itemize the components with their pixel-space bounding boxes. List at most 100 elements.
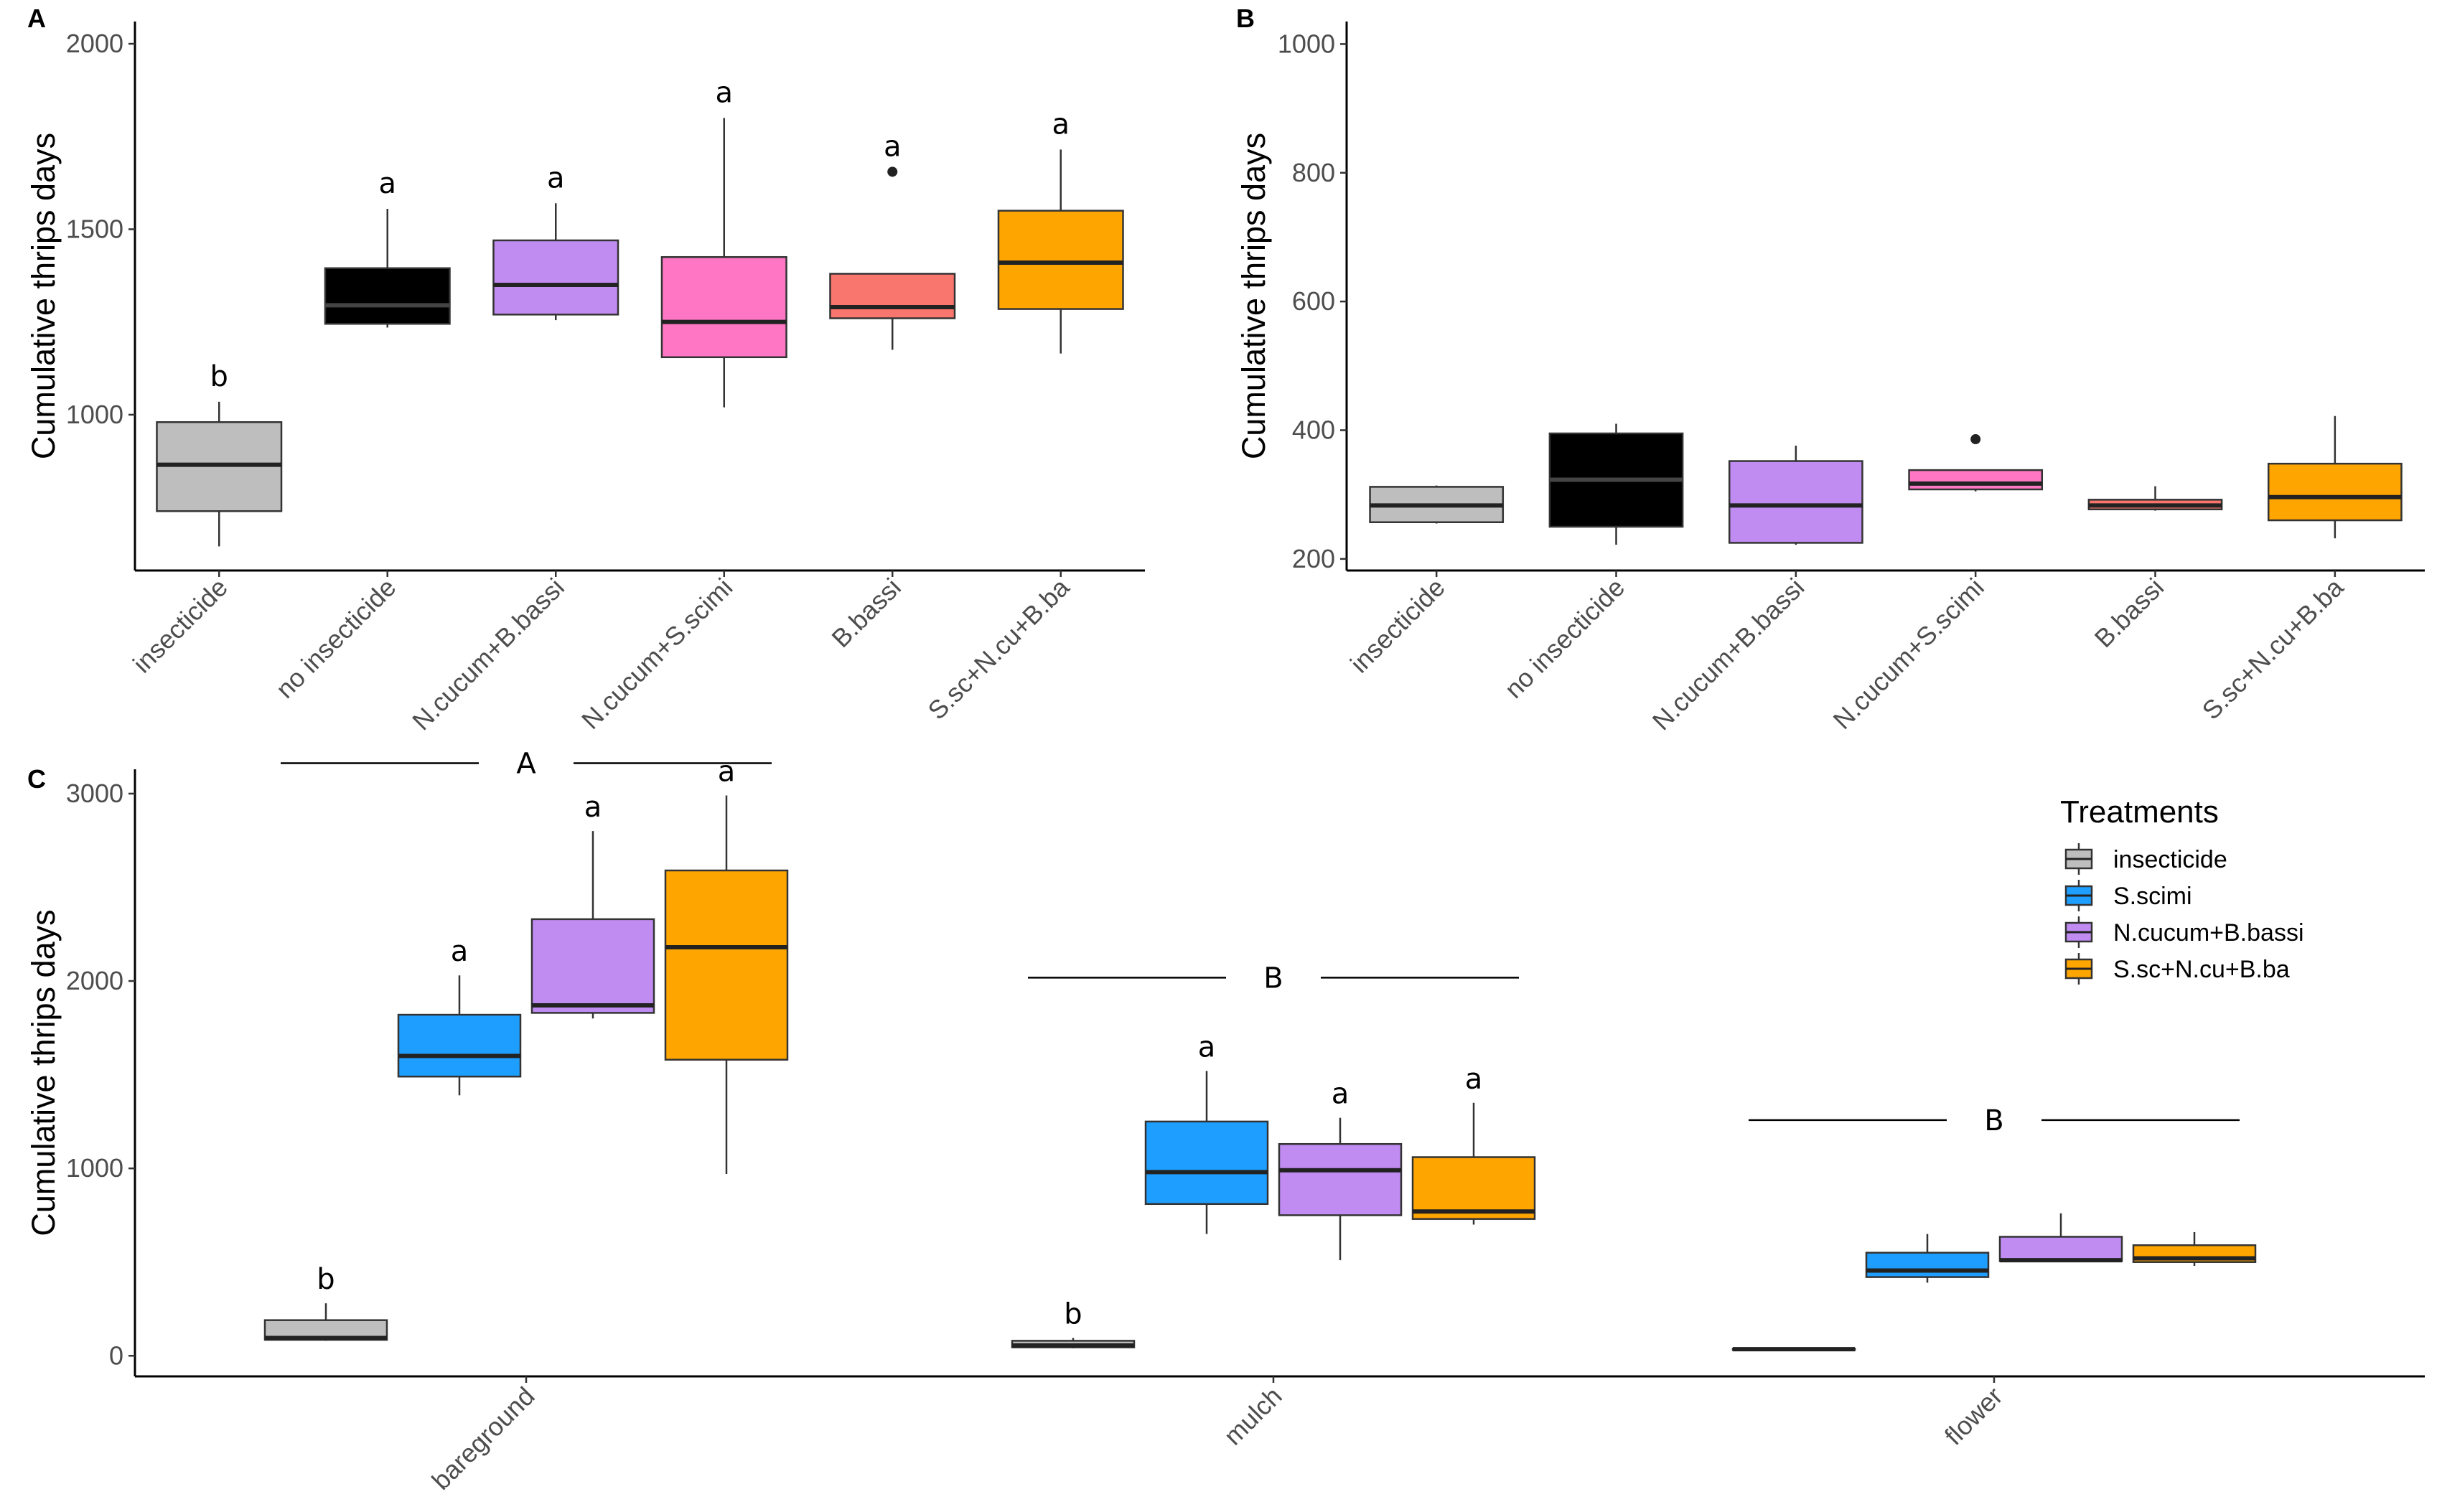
box-iqr — [664, 869, 789, 1061]
x-tick-label: no insecticide — [1499, 573, 1630, 704]
legend-item-s-scimi: S.scimi — [2064, 880, 2192, 911]
box-iqr — [1144, 1120, 1269, 1206]
y-tick-label: 2000 — [66, 966, 123, 995]
y-tick-label: 0 — [109, 1340, 123, 1370]
y-axis-title: Cumulative thrips days — [25, 133, 62, 459]
box-s-sc-n-cu-b-ba — [997, 149, 1124, 354]
significance-letter: a — [378, 167, 396, 200]
panel-b: B 200 400 600 800 1000 Cumulative thrips days i… — [1235, 4, 2425, 736]
x-tick-label: N.cucum+B.bassi — [1647, 573, 1810, 736]
y-axis-title: Cumulative thrips days — [1235, 133, 1272, 459]
significance-letter: a — [451, 935, 469, 968]
box-iqr — [1865, 1252, 1990, 1278]
box-no-insecticide — [1548, 423, 1684, 545]
box-no-insecticide — [324, 209, 451, 328]
panel-label: C — [27, 764, 46, 794]
box-insecticide — [156, 401, 283, 547]
box-iqr — [2267, 462, 2403, 522]
x-tick-label: insecticide — [1344, 573, 1451, 679]
significance-letter: b — [210, 360, 228, 393]
y-tick-label: 3000 — [66, 779, 123, 808]
significance-letter: a — [718, 756, 736, 789]
significance-letter: a — [1332, 1078, 1350, 1111]
box-mulch-s-sc-n-cu-b-ba — [1411, 1102, 1536, 1225]
panel-c: C 0 1000 2000 3000 Cumulative thrips days b a a a… — [25, 748, 2425, 1495]
legend-item-s-sc-n-cu-b-ba: S.sc+N.cu+B.ba — [2064, 953, 2290, 985]
legend-label: S.scimi — [2113, 883, 2192, 910]
legend-label: S.sc+N.cu+B.ba — [2113, 956, 2290, 983]
box-flower-n-cucum-b-bassi — [1998, 1213, 2123, 1263]
box-iqr — [660, 255, 787, 359]
box-iqr — [397, 1013, 522, 1078]
y-tick-label: 1000 — [1278, 29, 1335, 58]
panel-a: A 1000 1500 2000 Cumulative thrips days insec… — [25, 4, 1145, 736]
y-tick-label: 1000 — [66, 1153, 123, 1183]
box-n-cucum-b-bassi — [1728, 446, 1863, 545]
box-iqr — [1411, 1156, 1536, 1220]
y-tick-label: 2000 — [66, 29, 123, 58]
significance-letter: b — [317, 1263, 335, 1296]
significance-letter: a — [884, 130, 902, 163]
box-mulch-insecticide — [1011, 1338, 1136, 1348]
box-iqr — [324, 267, 451, 325]
box-bareground-s-sc-n-cu-b-ba — [664, 795, 789, 1174]
significance-letter: a — [1052, 108, 1070, 141]
box-n-cucum-s-scimi — [1908, 434, 2044, 492]
group-letter: A — [516, 748, 536, 781]
box-flower-s-sc-n-cu-b-ba — [2132, 1231, 2257, 1266]
y-tick-label: 800 — [1292, 158, 1335, 187]
group-letter: B — [1263, 962, 1283, 995]
legend-title: Treatments — [2060, 794, 2219, 830]
x-tick-label: B.bassi — [2089, 573, 2169, 653]
box-flower-s-scimi — [1865, 1234, 1990, 1283]
box-b-bassi — [829, 166, 956, 350]
box-n-cucum-s-scimi — [660, 118, 787, 408]
outlier-point — [887, 166, 898, 177]
y-tick-label: 1000 — [66, 400, 123, 429]
box-iqr — [997, 210, 1124, 310]
box-flower-insecticide — [1731, 1347, 1856, 1352]
box-n-cucum-b-bassi — [492, 203, 619, 321]
outlier-point — [1970, 434, 1981, 445]
legend-label: N.cucum+B.bassi — [2113, 919, 2304, 947]
box-insecticide — [1369, 485, 1505, 524]
box-iqr — [1908, 469, 2044, 491]
box-bareground-insecticide — [263, 1303, 388, 1341]
x-tick-label: insecticide — [127, 573, 233, 679]
box-iqr — [1278, 1142, 1403, 1216]
significance-letter: a — [584, 791, 602, 824]
legend: Treatments insecticide S.scimi N.cucum+B.ba… — [2060, 794, 2304, 985]
x-tick-label: N.cucum+B.bassi — [406, 573, 570, 736]
x-tick-label: bareground — [426, 1381, 540, 1495]
x-tick-label: no insecticide — [270, 573, 401, 704]
x-tick-label: B.bassi — [825, 573, 906, 653]
box-bareground-s-scimi — [397, 975, 522, 1096]
box-iqr — [1998, 1236, 2123, 1262]
box-b-bassi — [2087, 486, 2223, 511]
x-tick-label: N.cucum+S.scimi — [1828, 573, 1990, 735]
significance-letter: b — [1064, 1297, 1082, 1330]
box-iqr — [492, 239, 619, 316]
legend-label: insecticide — [2113, 846, 2227, 873]
panel-label: A — [27, 4, 46, 33]
x-tick-label: flower — [1939, 1381, 2008, 1451]
y-tick-label: 600 — [1292, 286, 1335, 316]
y-axis-title: Cumulative thrips days — [25, 909, 62, 1236]
x-tick-label: mulch — [1218, 1381, 1288, 1451]
significance-letter: a — [547, 161, 565, 194]
box-mulch-n-cucum-b-bassi — [1278, 1117, 1403, 1261]
x-tick-label: S.sc+N.cu+B.ba — [922, 572, 1075, 726]
x-tick-label: S.sc+N.cu+B.ba — [2197, 572, 2350, 726]
significance-letter: a — [1198, 1030, 1216, 1063]
box-iqr — [1728, 460, 1863, 544]
significance-letter: a — [1465, 1063, 1483, 1096]
group-letter: B — [1984, 1104, 2003, 1137]
box-mulch-s-scimi — [1144, 1071, 1269, 1234]
x-tick-label: N.cucum+S.scimi — [576, 573, 738, 735]
panel-label: B — [1236, 4, 1255, 33]
y-tick-label: 400 — [1292, 415, 1335, 444]
legend-item-insecticide: insecticide — [2064, 843, 2227, 875]
significance-letter: a — [715, 76, 733, 109]
box-s-sc-n-cu-b-ba — [2267, 415, 2403, 539]
